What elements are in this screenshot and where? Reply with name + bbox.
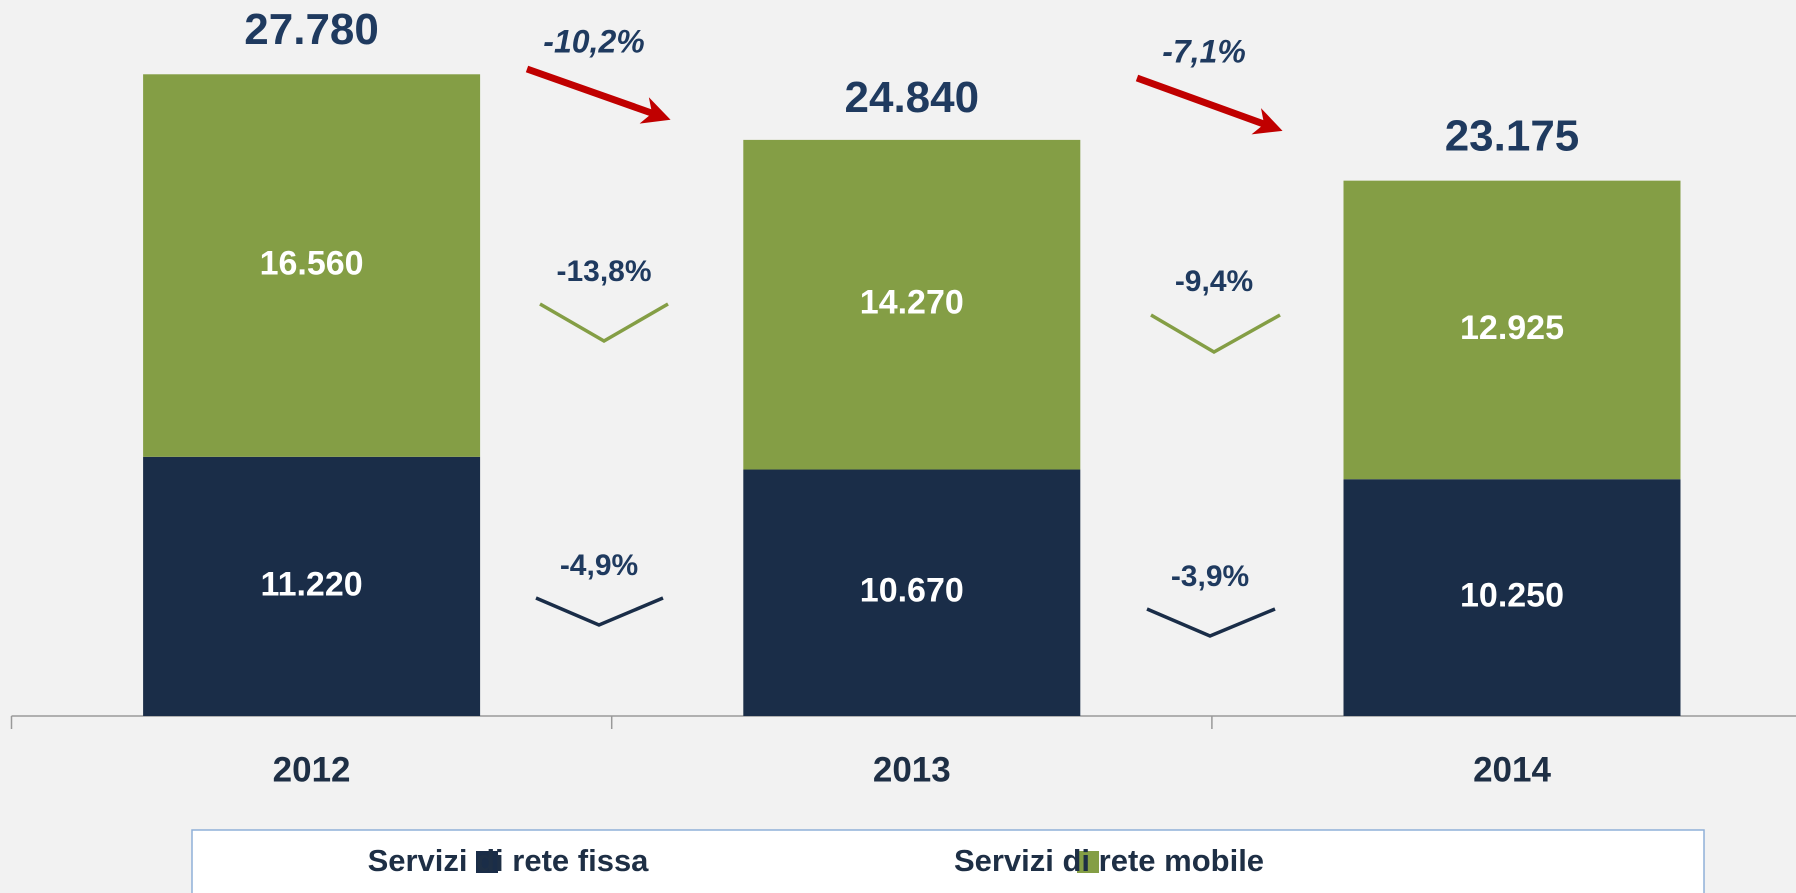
bar-segment xyxy=(143,74,481,457)
x-tick-label: 2013 xyxy=(873,750,951,789)
x-tick-label: 2014 xyxy=(1473,750,1551,789)
legend-swatch xyxy=(476,851,498,873)
value-label: 10.250 xyxy=(1460,577,1564,615)
bar-segment xyxy=(743,139,1081,470)
trend-arrow xyxy=(1135,74,1283,135)
total-label: 24.840 xyxy=(845,73,980,122)
trend-arrow xyxy=(525,65,671,124)
legend-box xyxy=(191,829,1705,893)
chevron xyxy=(535,596,664,627)
chevron xyxy=(1150,313,1281,355)
chevron xyxy=(539,302,669,344)
annotation: -3,9% xyxy=(1171,560,1249,593)
annotation: -9,4% xyxy=(1175,265,1253,298)
total-label: 23.175 xyxy=(1445,111,1580,160)
chevron xyxy=(1146,607,1276,638)
total-label: 27.780 xyxy=(244,5,379,54)
value-label: 12.925 xyxy=(1460,309,1564,347)
bar-segment xyxy=(143,456,481,716)
bar-segment xyxy=(1343,479,1681,716)
legend-swatch xyxy=(1077,851,1099,873)
legend-label: Servizi di rete fissa xyxy=(368,843,650,878)
annotation: -13,8% xyxy=(556,255,651,288)
annotation: -10,2% xyxy=(543,23,644,59)
annotation: -4,9% xyxy=(560,549,638,582)
legend-label: Servizi di rete mobile xyxy=(954,843,1264,878)
annotation: -7,1% xyxy=(1162,33,1246,69)
value-label: 14.270 xyxy=(860,284,964,322)
value-label: 16.560 xyxy=(260,245,364,283)
bar-segment xyxy=(743,469,1081,716)
value-label: 11.220 xyxy=(261,565,363,603)
x-tick-label: 2012 xyxy=(273,750,351,789)
value-label: 10.670 xyxy=(860,572,964,610)
bar-segment xyxy=(1343,180,1681,480)
